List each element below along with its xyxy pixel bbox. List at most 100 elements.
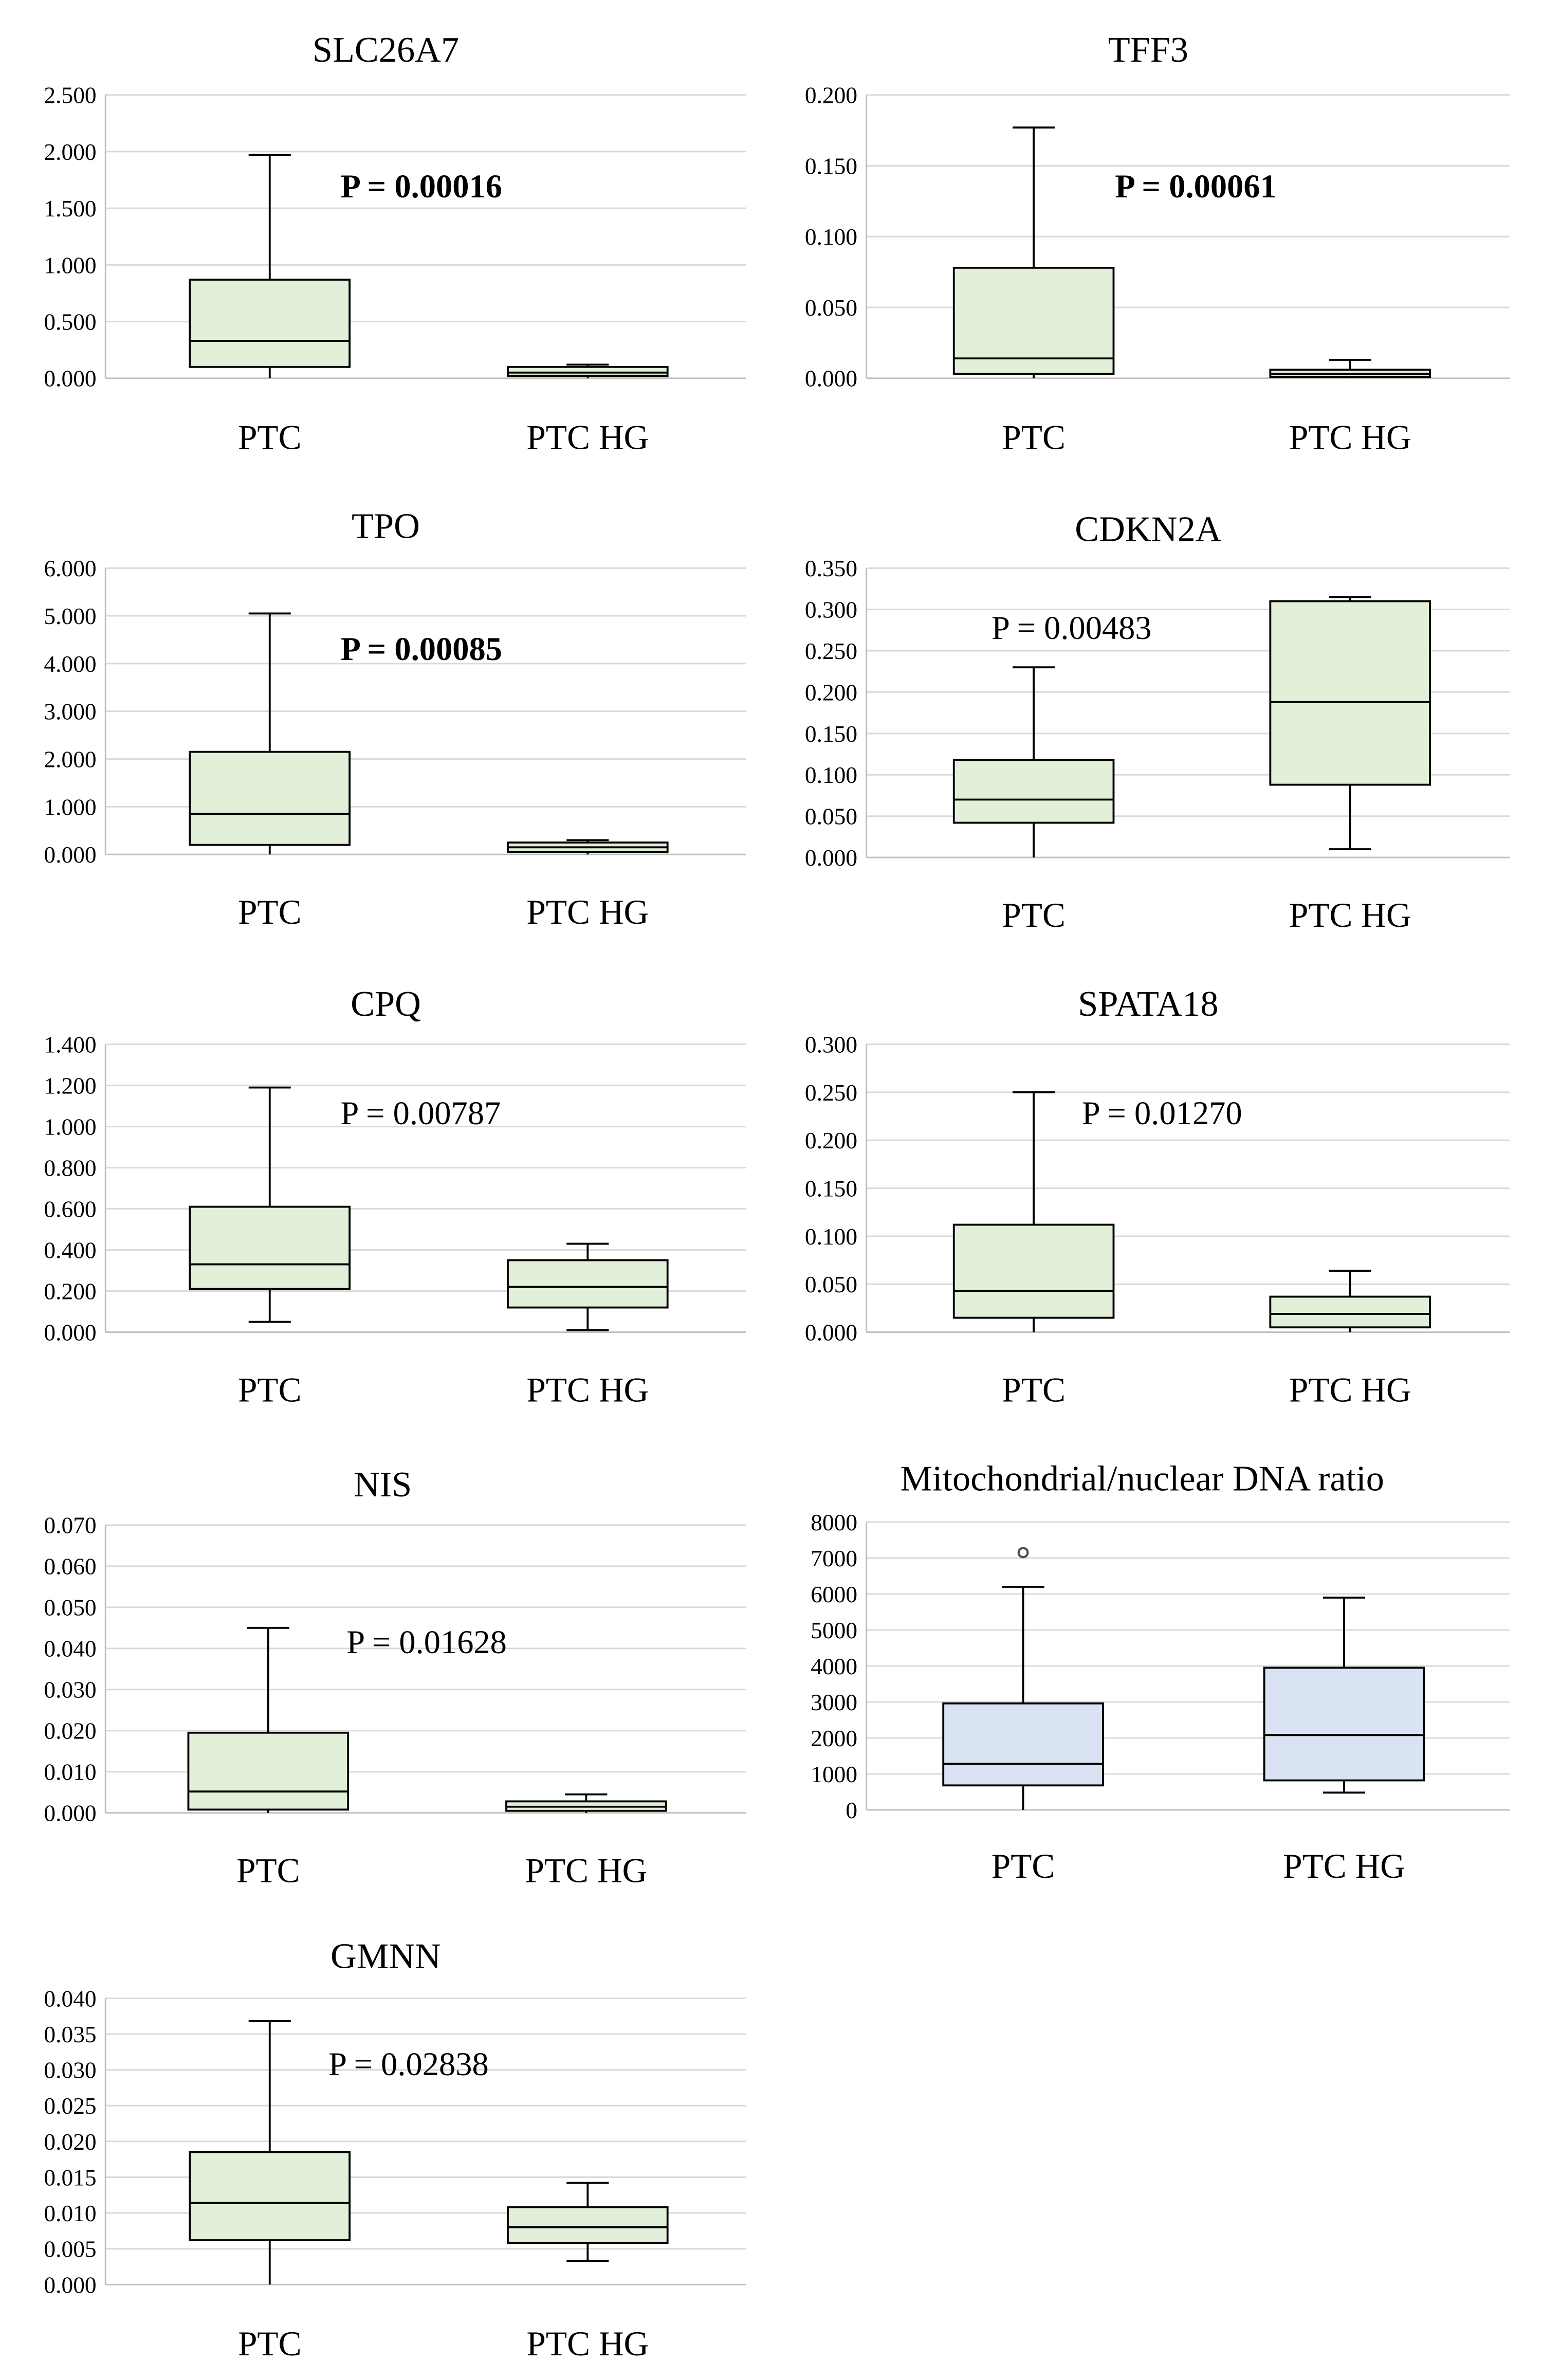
x-category-label: PTC HG	[1283, 1847, 1405, 1885]
y-tick-label: 0.035	[44, 2022, 96, 2047]
chart-title: NIS	[354, 1464, 412, 1505]
p-value-annotation: P = 0.00061	[1115, 168, 1276, 205]
p-value-annotation: P = 0.00085	[341, 631, 502, 667]
iqr-box	[1263, 1667, 1425, 1782]
x-category-label: PTC HG	[526, 2324, 649, 2363]
y-tick-label: 0.150	[805, 153, 857, 179]
y-tick-label: 0.250	[805, 638, 857, 664]
y-tick-label: 1000	[811, 1762, 857, 1787]
y-tick-label: 0.000	[44, 366, 96, 392]
y-tick-label: 1.000	[44, 794, 96, 820]
y-tick-label: 0.200	[44, 1278, 96, 1304]
x-category-label: PTC HG	[526, 418, 649, 457]
x-category-label: PTC	[238, 1370, 302, 1409]
box-ptc	[942, 1547, 1104, 1810]
chart-title: CDKN2A	[1075, 509, 1221, 549]
x-category-label: PTC	[238, 418, 302, 457]
y-tick-label: 0.300	[805, 597, 857, 623]
y-tick-label: 0.020	[44, 1718, 96, 1744]
iqr-box	[507, 365, 669, 377]
iqr-box	[189, 2151, 351, 2241]
box-ptc-hg	[507, 2182, 669, 2262]
y-tick-label: 0.000	[805, 1320, 857, 1345]
y-tick-label: 2.500	[44, 83, 96, 108]
y-tick-label: 0.400	[44, 1237, 96, 1263]
y-tick-label: 0.200	[805, 680, 857, 705]
y-tick-label: 1.000	[44, 1114, 96, 1140]
chart-panel-2: TFF3 0.000 0.050 0.100 0.150 0.200 PTC PTC HG P …	[805, 30, 1510, 457]
y-tick-label: 7000	[811, 1546, 857, 1571]
box-ptc	[189, 1086, 351, 1323]
y-tick-label: 0.800	[44, 1156, 96, 1181]
p-value-annotation: P = 0.00787	[341, 1095, 501, 1131]
y-tick-label: 4000	[811, 1654, 857, 1679]
y-tick-label: 0.200	[805, 1128, 857, 1154]
iqr-box	[507, 2206, 669, 2244]
chart-title: Mitochondrial/nuclear DNA ratio	[900, 1458, 1384, 1498]
x-category-label: PTC	[1002, 1370, 1066, 1409]
y-tick-label: 0.015	[44, 2165, 96, 2190]
chart-panel-7: NIS 0.000 0.010 0.020 0.030 0.040 0.050 0.060 0.…	[44, 1464, 746, 1890]
box-ptc	[952, 1091, 1115, 1332]
iqr-box	[189, 1205, 351, 1290]
y-tick-label: 0.020	[44, 2129, 96, 2155]
iqr-box	[952, 1223, 1115, 1319]
box-ptc-hg	[1269, 359, 1431, 378]
y-tick-label: 4.000	[44, 651, 96, 677]
y-tick-label: 0.100	[805, 762, 857, 788]
y-tick-label: 0.150	[805, 1176, 857, 1202]
iqr-box	[189, 279, 351, 368]
x-category-label: PTC	[238, 893, 302, 931]
y-tick-label: 0.030	[44, 2058, 96, 2083]
chart-title: TPO	[352, 506, 420, 546]
y-tick-label: 5000	[811, 1618, 857, 1643]
iqr-box	[189, 750, 351, 846]
box-ptc-hg	[1269, 1270, 1431, 1332]
y-tick-label: 0.000	[44, 842, 96, 868]
y-tick-label: 8000	[811, 1510, 857, 1535]
box-ptc-hg	[507, 363, 669, 378]
x-category-label: PTC HG	[525, 1852, 647, 1890]
y-tick-label: 0.100	[805, 224, 857, 250]
x-category-label: PTC HG	[1289, 896, 1411, 935]
y-tick-label: 0.005	[44, 2237, 96, 2262]
box-ptc	[189, 2020, 351, 2285]
y-tick-label: 0.050	[44, 1595, 96, 1621]
y-tick-label: 0.040	[44, 1986, 96, 2011]
chart-title: SPATA18	[1078, 984, 1218, 1024]
y-tick-label: 5.000	[44, 603, 96, 629]
outlier-point	[1017, 1547, 1029, 1559]
y-tick-label: 0	[846, 1798, 857, 1823]
y-tick-label: 0.000	[805, 366, 857, 392]
chart-title: CPQ	[351, 984, 421, 1024]
x-category-label: PTC	[238, 2324, 302, 2363]
y-tick-label: 0.300	[805, 1032, 857, 1058]
chart-panel-1: SLC26A7 0.000 0.500 1.000 1.500 2.000 2.500 PTC…	[44, 30, 746, 457]
chart-title: TFF3	[1108, 30, 1188, 70]
box-ptc	[189, 154, 351, 378]
iqr-box	[952, 266, 1115, 375]
x-category-label: PTC HG	[1289, 418, 1411, 457]
iqr-box	[952, 759, 1115, 824]
x-category-label: PTC HG	[526, 893, 649, 931]
y-tick-label: 3.000	[44, 699, 96, 725]
chart-panel-5: CPQ 0.000 0.200 0.400 0.600 0.800 1.000 1.200 1.…	[44, 984, 746, 1409]
y-tick-label: 2.000	[44, 139, 96, 165]
chart-panel-4: CDKN2A 0.000 0.050 0.100 0.150 0.200 0.250 0.30…	[805, 509, 1510, 935]
y-tick-label: 0.600	[44, 1196, 96, 1222]
chart-panel-9: GMNN 0.000 0.005 0.010 0.015 0.020 0.025 0.030 0…	[44, 1936, 746, 2363]
y-tick-label: 0.000	[44, 2272, 96, 2298]
y-tick-label: 2000	[811, 1726, 857, 1751]
x-category-label: PTC HG	[1289, 1370, 1411, 1409]
y-tick-label: 0.150	[805, 721, 857, 747]
y-tick-label: 0.050	[805, 1272, 857, 1297]
chart-panel-8: Mitochondrial/nuclear DNA ratio 0 1000 2000…	[811, 1458, 1510, 1885]
y-tick-label: 1.400	[44, 1032, 96, 1058]
p-value-annotation: P = 0.00483	[991, 610, 1152, 646]
y-tick-label: 0.200	[805, 83, 857, 108]
y-tick-label: 0.050	[805, 295, 857, 321]
y-tick-label: 1.000	[44, 252, 96, 278]
p-value-annotation: P = 0.00016	[341, 168, 502, 205]
x-category-label: PTC HG	[526, 1370, 649, 1409]
